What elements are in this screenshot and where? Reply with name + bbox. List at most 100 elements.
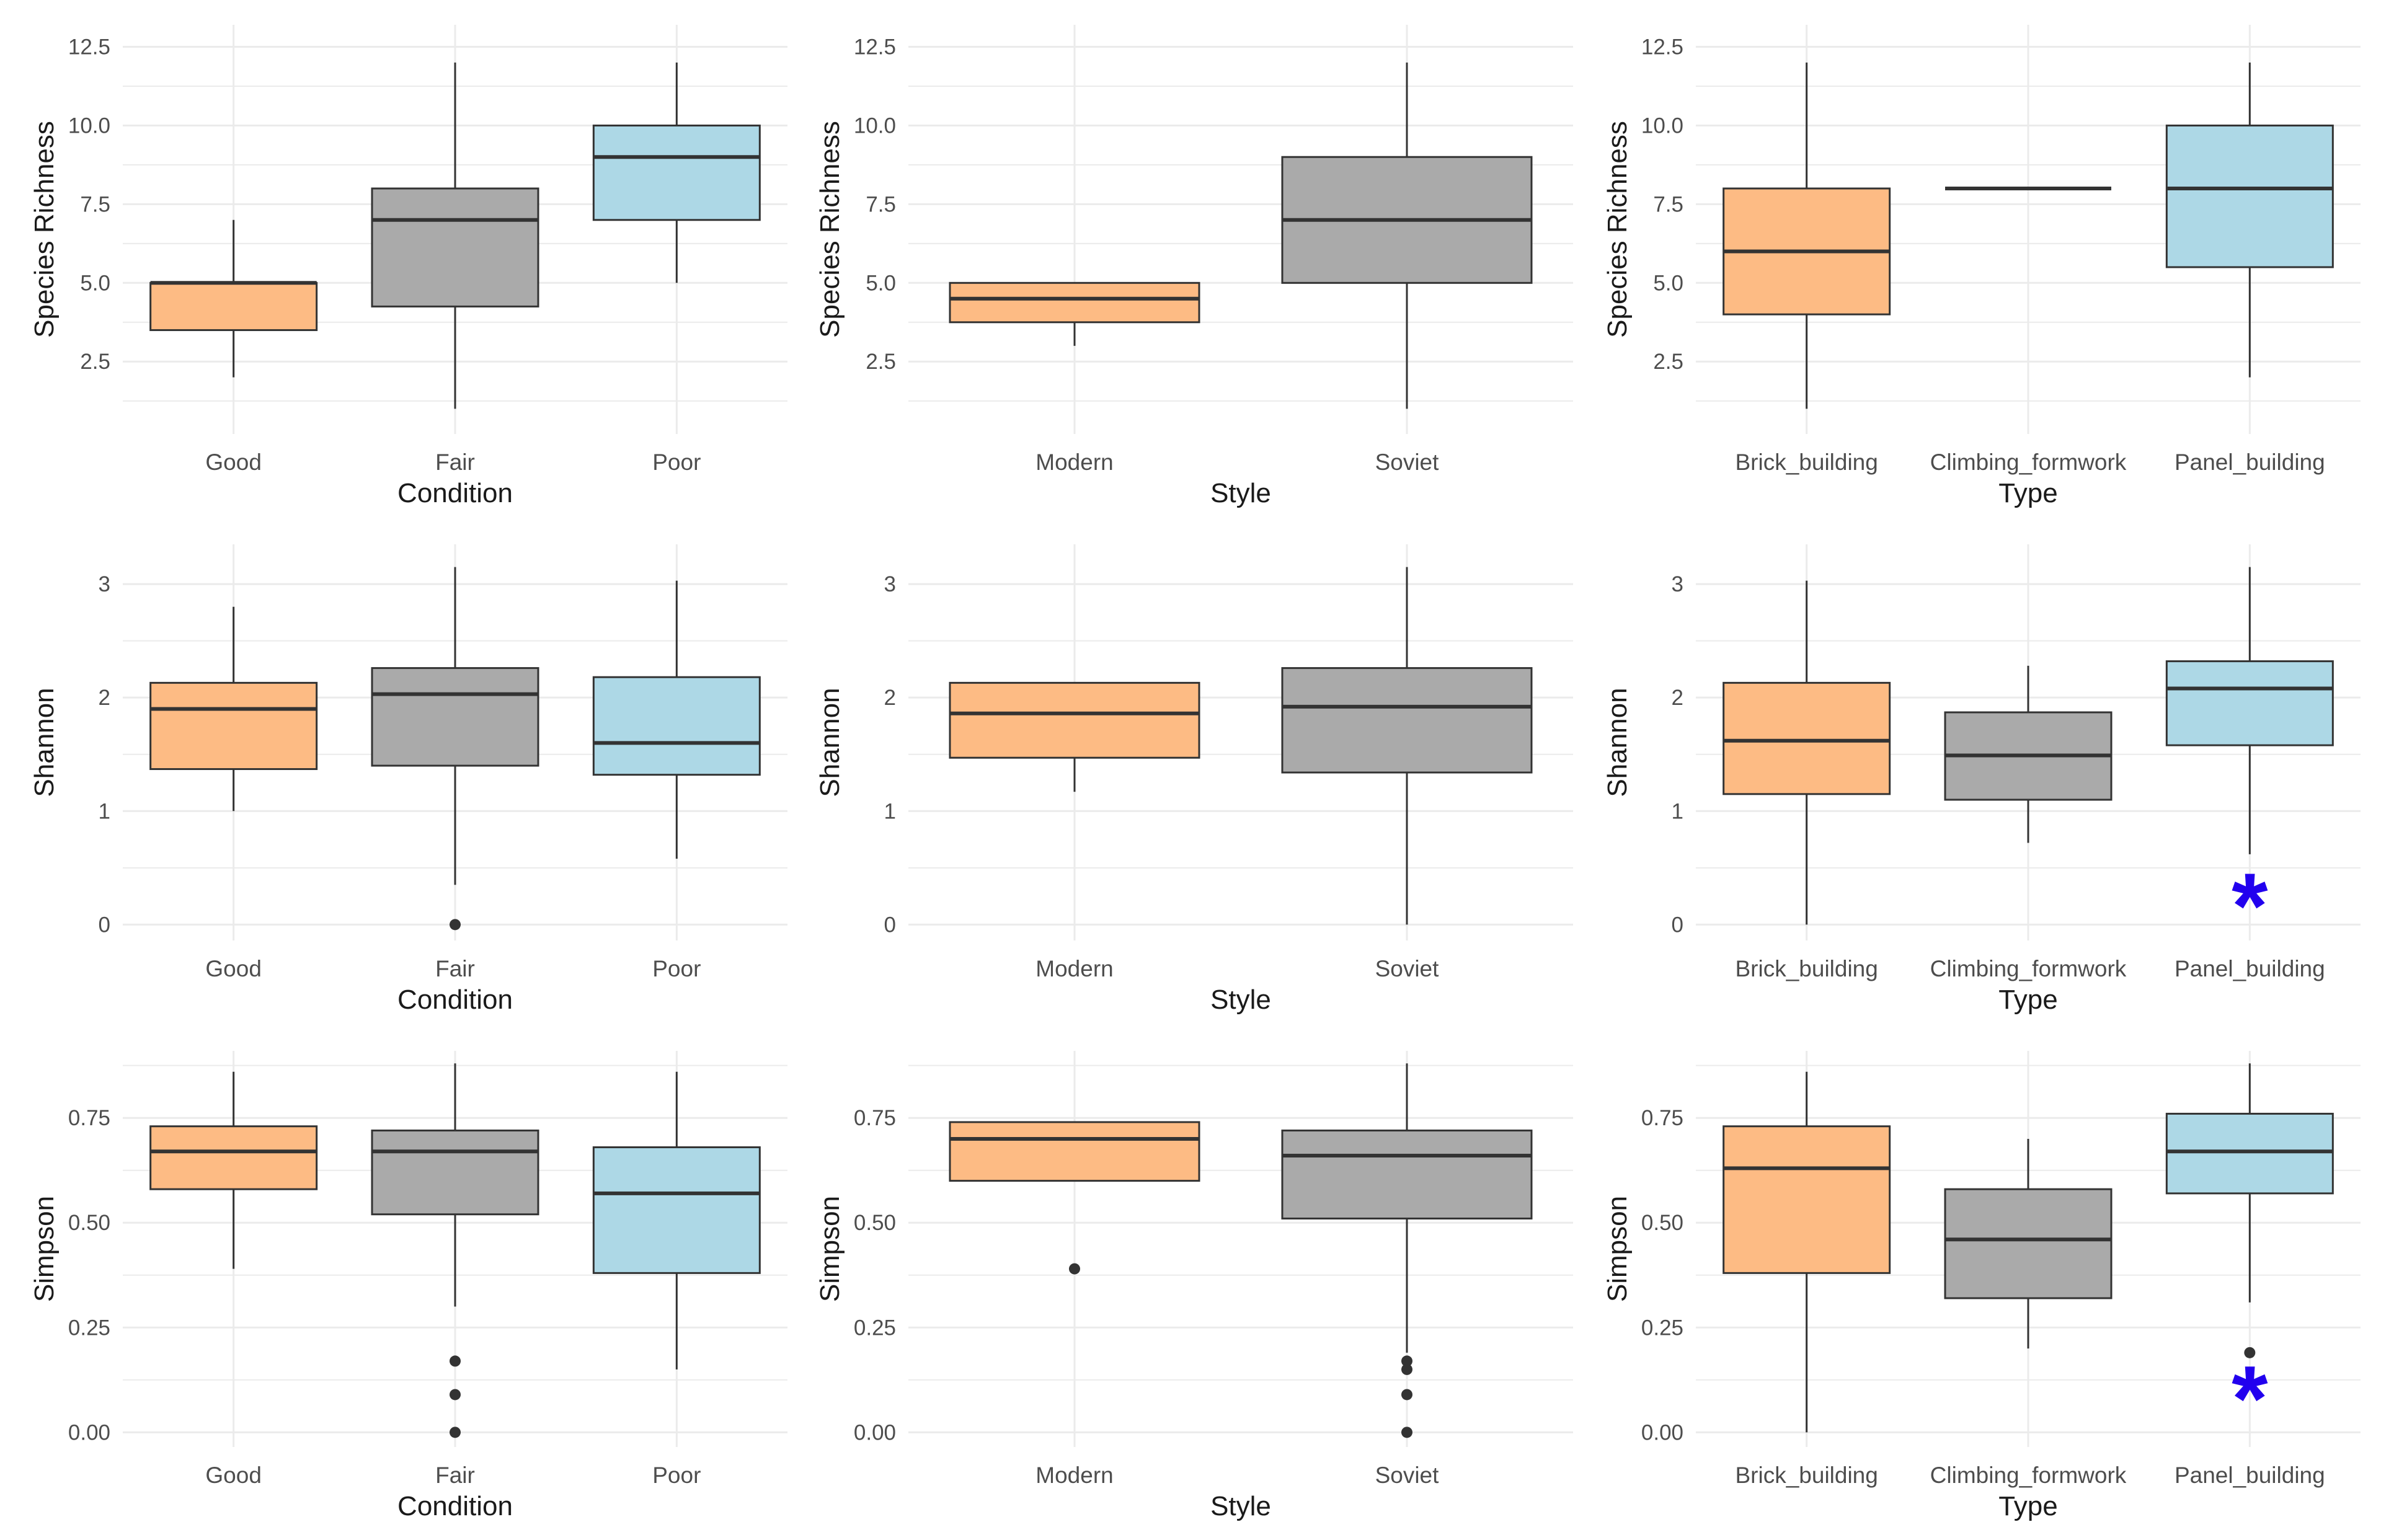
box-iqr: [949, 681, 1200, 759]
x-tick-label: Climbing_formwork: [1930, 449, 2127, 475]
y-tick-label: 0.25: [1641, 1316, 1683, 1340]
outlier-point: [450, 919, 461, 931]
x-tick-label: Modern: [1035, 449, 1113, 475]
y-tick-label: 7.5: [866, 192, 896, 216]
y-tick-label: 0.00: [854, 1420, 896, 1445]
box-iqr: [592, 676, 761, 776]
box-good: [149, 606, 318, 812]
box-iqr: [1281, 1129, 1533, 1219]
y-tick-label: 10.0: [854, 113, 896, 138]
box-panel-building: [2165, 567, 2334, 854]
box-modern: [949, 681, 1200, 792]
box-fair: [371, 567, 539, 931]
x-axis-title: Type: [1998, 985, 2057, 1015]
y-tick-label: 0.00: [68, 1420, 110, 1445]
outlier-point: [1401, 1363, 1412, 1375]
outlier-point: [1069, 1263, 1080, 1275]
outlier-point: [450, 1427, 461, 1438]
panel-5: 0 1 2 3 Modern Soviet Style Shannon: [815, 544, 1573, 1015]
y-axis-title: Species Richness: [1602, 121, 1633, 338]
box-iqr: [949, 281, 1200, 324]
y-axis-title: Species Richness: [29, 121, 60, 338]
y-tick-label: 2.5: [80, 350, 110, 374]
box-brick-building: [1723, 62, 1891, 409]
box-brick-building: [1723, 580, 1891, 925]
y-axis-title: Shannon: [29, 688, 60, 797]
y-tick-label: 7.5: [80, 192, 110, 216]
x-tick-label: Good: [205, 956, 262, 981]
x-axis-title: Condition: [397, 1491, 513, 1521]
box-fair: [371, 62, 539, 409]
y-tick-label: 12.5: [68, 35, 110, 60]
y-tick-label: 10.0: [1641, 113, 1683, 138]
x-axis-title: Type: [1998, 478, 2057, 508]
y-tick-label: 2.5: [1653, 350, 1683, 374]
x-tick-label: Modern: [1035, 1463, 1113, 1488]
box-brick-building: [1723, 1071, 1891, 1433]
outlier-point: [1401, 1389, 1412, 1401]
y-tick-label: 2: [99, 686, 110, 710]
x-tick-label: Soviet: [1375, 956, 1440, 981]
y-axis-title: Simpson: [1602, 1196, 1633, 1302]
significance-star: *: [2232, 854, 2268, 958]
y-axis-title: Shannon: [1602, 688, 1633, 797]
x-tick-label: Brick_building: [1735, 1463, 1878, 1488]
y-tick-label: 0: [884, 913, 896, 937]
x-tick-label: Fair: [435, 1463, 475, 1488]
outlier-point: [2244, 1347, 2256, 1358]
y-tick-label: 0.25: [854, 1316, 896, 1340]
box-soviet: [1281, 62, 1533, 409]
x-tick-label: Soviet: [1375, 449, 1440, 475]
x-tick-label: Poor: [652, 956, 701, 981]
box-iqr: [1944, 1188, 2113, 1299]
y-tick-label: 0: [99, 913, 110, 937]
x-axis-title: Type: [1998, 1491, 2057, 1521]
y-tick-label: 2.5: [866, 350, 896, 374]
y-tick-label: 7.5: [1653, 192, 1683, 216]
box-soviet: [1281, 1063, 1533, 1438]
x-axis-title: Style: [1210, 985, 1271, 1015]
panel-6: * 0 1 2 3 Brick_building Climbing_formwork Pane…: [1602, 544, 2361, 1015]
y-tick-label: 0.50: [68, 1211, 110, 1235]
box-good: [149, 219, 318, 378]
y-tick-label: 0.50: [854, 1211, 896, 1235]
y-tick-label: 0.50: [1641, 1211, 1683, 1235]
x-tick-label: Brick_building: [1735, 956, 1878, 981]
y-tick-label: 12.5: [854, 35, 896, 60]
y-tick-label: 0: [1672, 913, 1683, 937]
box-iqr: [149, 281, 318, 331]
box-iqr: [371, 667, 539, 767]
y-axis-title: Shannon: [815, 688, 845, 797]
x-tick-label: Fair: [435, 956, 475, 981]
box-panel-building: [2165, 62, 2334, 378]
x-tick-label: Soviet: [1375, 1463, 1440, 1488]
y-tick-label: 3: [884, 572, 896, 596]
box-iqr: [149, 1125, 318, 1190]
y-tick-label: 3: [99, 572, 110, 596]
y-tick-label: 12.5: [1641, 35, 1683, 60]
y-tick-label: 1: [1672, 799, 1683, 823]
y-axis-title: Simpson: [29, 1196, 60, 1302]
box-iqr: [371, 187, 539, 308]
y-tick-label: 2: [884, 686, 896, 710]
box-iqr: [149, 681, 318, 771]
panel-8: 0.00 0.25 0.50 0.75 Modern Soviet Style Simpson: [815, 1051, 1573, 1521]
box-climbing-formwork: [1944, 665, 2113, 843]
y-tick-label: 0.25: [68, 1316, 110, 1340]
y-tick-label: 2: [1672, 686, 1683, 710]
panel-2: 2.5 5.0 7.5 10.0 12.5 Modern Soviet Style Specie…: [815, 25, 1573, 508]
box-iqr: [2165, 1112, 2334, 1195]
x-tick-label: Poor: [652, 449, 701, 475]
outlier-point: [450, 1389, 461, 1401]
box-climbing-formwork: [1944, 1139, 2113, 1349]
box-iqr: [1723, 1125, 1891, 1274]
y-tick-label: 5.0: [1653, 271, 1683, 295]
x-axis-title: Style: [1210, 478, 1271, 508]
x-tick-label: Panel_building: [2175, 956, 2325, 981]
x-axis-title: Condition: [397, 478, 513, 508]
outlier-point: [450, 1355, 461, 1367]
y-tick-label: 1: [884, 799, 896, 823]
panel-1: 2.5 5.0 7.5 10.0 12.5 Good Fair Poor Condition Sp…: [29, 25, 787, 508]
box-panel-building: [2165, 1063, 2334, 1358]
box-soviet: [1281, 567, 1533, 925]
